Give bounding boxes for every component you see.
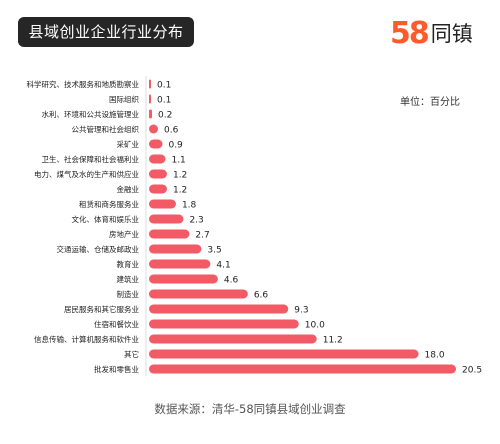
bar bbox=[149, 274, 218, 284]
bar bbox=[149, 139, 163, 149]
value-label: 1.1 bbox=[171, 156, 185, 166]
bar bbox=[149, 334, 317, 344]
logo-text: 同镇 bbox=[430, 22, 473, 46]
bar bbox=[149, 319, 299, 329]
category-label: 教育业 bbox=[117, 259, 140, 269]
bar bbox=[149, 109, 152, 119]
bar bbox=[149, 364, 456, 374]
category-label: 电力、煤气及水的生产和供应业 bbox=[34, 169, 139, 179]
value-label: 0.2 bbox=[158, 111, 172, 121]
value-label: 1.2 bbox=[173, 186, 187, 196]
value-label: 20.5 bbox=[462, 366, 482, 376]
category-label: 国际组织 bbox=[109, 94, 139, 104]
bar bbox=[149, 244, 202, 254]
value-label: 1.8 bbox=[182, 201, 197, 211]
category-label: 制造业 bbox=[117, 289, 140, 299]
brand-logo: 58 同镇 bbox=[390, 17, 473, 51]
value-label: 0.1 bbox=[157, 81, 171, 91]
bar bbox=[149, 154, 166, 164]
bar bbox=[149, 304, 289, 314]
value-label: 4.6 bbox=[224, 276, 239, 286]
category-label: 文化、体育和娱乐业 bbox=[72, 214, 140, 224]
category-label: 交通运输、仓储及邮政业 bbox=[57, 244, 140, 254]
bar bbox=[149, 289, 248, 299]
value-label: 0.6 bbox=[164, 126, 179, 136]
bars-group: 科学研究、技术服务和地质勘察业 0.1 国际组织 0.1 水利、环境和公共设施管理业 0.… bbox=[27, 79, 483, 376]
value-label: 4.1 bbox=[216, 261, 230, 271]
category-label: 建筑业 bbox=[117, 274, 140, 284]
value-label: 11.2 bbox=[323, 336, 343, 346]
bar bbox=[149, 214, 184, 224]
category-label: 居民服务和其它服务业 bbox=[64, 304, 139, 314]
category-label: 卫生、社会保障和社会福利业 bbox=[42, 154, 140, 164]
category-label: 科学研究、技术服务和地质勘察业 bbox=[27, 79, 140, 89]
unit-label: 单位：百分比 bbox=[400, 97, 460, 108]
bar bbox=[149, 349, 419, 359]
value-label: 0.9 bbox=[168, 141, 183, 151]
category-label: 水利、环境和公共设施管理业 bbox=[42, 109, 140, 119]
value-label: 0.1 bbox=[157, 96, 171, 106]
category-label: 其它 bbox=[124, 349, 139, 359]
bar bbox=[149, 79, 151, 89]
value-label: 6.6 bbox=[254, 291, 269, 301]
bar bbox=[149, 229, 190, 239]
bar bbox=[149, 124, 158, 134]
value-label: 18.0 bbox=[425, 351, 445, 361]
value-label: 2.3 bbox=[189, 216, 203, 226]
category-label: 批发和零售业 bbox=[94, 364, 139, 374]
category-label: 采矿业 bbox=[117, 139, 140, 149]
value-label: 2.7 bbox=[195, 231, 209, 241]
logo-number: 58 bbox=[390, 16, 430, 51]
value-label: 9.3 bbox=[294, 306, 308, 316]
category-label: 信息传输、计算机服务和软件业 bbox=[34, 334, 139, 344]
value-label: 1.2 bbox=[173, 171, 187, 181]
bar bbox=[149, 169, 167, 179]
value-label: 3.5 bbox=[207, 246, 221, 256]
bar bbox=[149, 259, 211, 269]
data-source: 数据来源：清华-58同镇县域创业调查 bbox=[154, 402, 346, 416]
category-label: 金融业 bbox=[117, 184, 140, 194]
category-label: 房地产业 bbox=[109, 229, 139, 239]
category-label: 住宿和餐饮业 bbox=[94, 319, 139, 329]
bar bbox=[149, 184, 167, 194]
category-label: 公共管理和社会组织 bbox=[72, 124, 140, 134]
bar bbox=[149, 199, 176, 209]
category-label: 租赁和商务服务业 bbox=[79, 199, 139, 209]
bar bbox=[149, 94, 151, 104]
page-title: 县域创业企业行业分布 bbox=[18, 17, 194, 47]
value-label: 10.0 bbox=[305, 321, 325, 331]
